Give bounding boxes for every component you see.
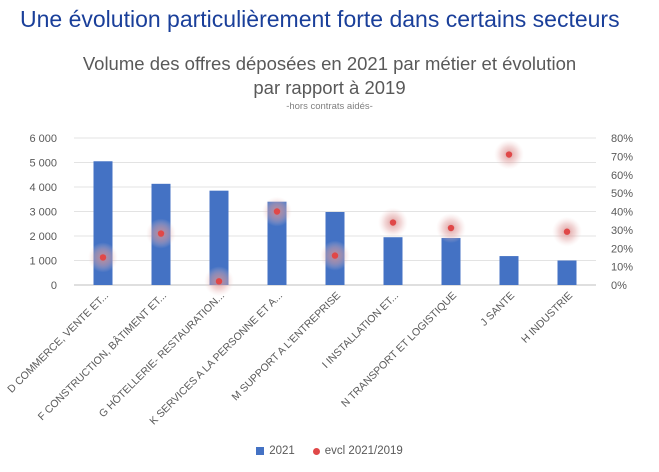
- category-label: F CONSTRUCTION, BÂTIMENT ET...: [35, 289, 169, 423]
- right-axis-tick-label: 70%: [611, 151, 633, 163]
- legend-bar-label: 2021: [269, 445, 295, 457]
- bar-2021: [557, 260, 577, 285]
- point-evol: [505, 151, 513, 158]
- right-axis-tick-label: 40%: [611, 207, 633, 219]
- category-label: D COMMERCE, VENTE ET...: [5, 290, 111, 396]
- point-evol: [447, 224, 455, 232]
- left-axis-tick-label: 2 000: [29, 231, 57, 243]
- slide-headline: Une évolution particulièrement forte dan…: [20, 6, 620, 32]
- chart-legend: 2021 evcl 2021/2019: [0, 445, 659, 457]
- category-label: N TRANSPORT ET LOGISTIQUE: [339, 290, 459, 410]
- legend-point-swatch: [312, 447, 320, 455]
- legend-point-label: evcl 2021/2019: [324, 445, 403, 457]
- point-evol: [563, 228, 571, 235]
- right-axis-tick-label: 50%: [611, 188, 633, 200]
- right-axis-tick-label: 10%: [611, 262, 633, 274]
- point-evol: [331, 252, 339, 259]
- chart-title-line1: Volume des offres déposées en 2021 par m…: [82, 53, 577, 74]
- right-axis-tick-label: 80%: [611, 133, 633, 145]
- point-evol: [157, 230, 165, 237]
- bar-2021: [209, 190, 229, 285]
- bar-2021: [441, 237, 461, 285]
- point-evol: [389, 219, 397, 226]
- category-label: H INDUSTRIE: [519, 290, 575, 346]
- left-axis-tick-label: 4 000: [29, 182, 57, 194]
- right-axis-tick-label: 60%: [611, 170, 633, 182]
- left-axis-tick-label: 3 000: [29, 207, 57, 219]
- point-evol: [99, 254, 107, 261]
- left-axis-tick-label: 6 000: [29, 133, 57, 145]
- right-axis-tick-label: 20%: [611, 243, 633, 255]
- chart-subtitle: -hors contrats aidés-: [286, 101, 373, 112]
- chart-title-line2: par rapport à 2019: [253, 77, 406, 98]
- category-label: M SUPPORT A L'ENTREPRISE: [230, 290, 344, 404]
- left-axis-tick-label: 0: [51, 280, 57, 292]
- legend-bar-swatch: [256, 447, 265, 455]
- legend-item-points: evcl 2021/2019: [312, 445, 403, 457]
- category-label: J SANTE: [478, 290, 517, 329]
- left-axis-tick-label: 5 000: [29, 158, 57, 170]
- right-axis-tick-label: 30%: [611, 225, 633, 237]
- point-evol: [215, 278, 223, 285]
- bar-2021: [383, 237, 403, 285]
- point-evol: [273, 208, 281, 215]
- left-axis-tick-label: 1 000: [29, 256, 57, 268]
- category-label: G HÔTELLERIE- RESTAURATION...: [96, 289, 227, 420]
- legend-item-bars: 2021: [256, 445, 295, 457]
- bar-2021: [499, 256, 519, 285]
- right-axis-tick-label: 0%: [611, 280, 627, 292]
